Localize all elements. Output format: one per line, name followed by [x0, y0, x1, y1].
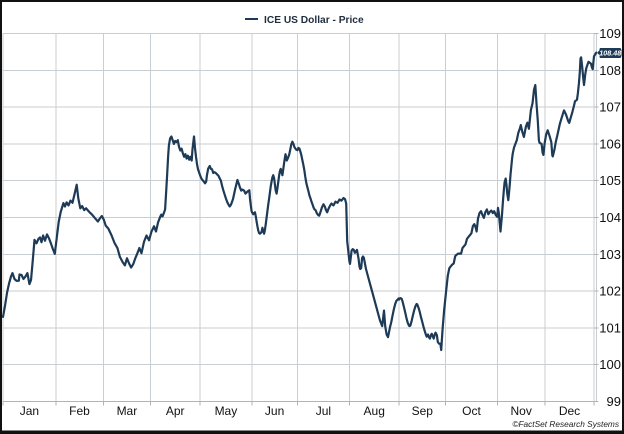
- svg-text:Oct: Oct: [462, 404, 481, 418]
- svg-text:Dec: Dec: [559, 404, 580, 418]
- svg-text:Apr: Apr: [166, 404, 185, 418]
- svg-text:Jul: Jul: [316, 404, 331, 418]
- svg-text:109: 109: [599, 26, 621, 41]
- svg-text:©FactSet Research Systems: ©FactSet Research Systems: [512, 419, 619, 429]
- svg-text:99: 99: [607, 394, 621, 409]
- svg-text:103: 103: [599, 247, 621, 262]
- svg-text:May: May: [215, 404, 238, 418]
- svg-text:ICE US Dollar - Price: ICE US Dollar - Price: [264, 15, 364, 26]
- svg-text:108: 108: [599, 63, 621, 78]
- svg-text:Nov: Nov: [511, 404, 532, 418]
- svg-text:108.48: 108.48: [599, 49, 621, 58]
- svg-text:105: 105: [599, 173, 621, 188]
- svg-text:Jun: Jun: [265, 404, 284, 418]
- svg-text:Jan: Jan: [20, 404, 39, 418]
- svg-text:Mar: Mar: [117, 404, 138, 418]
- svg-text:Feb: Feb: [69, 404, 90, 418]
- svg-text:102: 102: [599, 284, 621, 299]
- svg-text:101: 101: [599, 320, 621, 335]
- svg-text:104: 104: [599, 210, 621, 225]
- svg-text:107: 107: [599, 100, 621, 115]
- svg-text:100: 100: [599, 357, 621, 372]
- svg-text:Sep: Sep: [412, 404, 434, 418]
- svg-text:Aug: Aug: [364, 404, 385, 418]
- svg-text:106: 106: [599, 136, 621, 151]
